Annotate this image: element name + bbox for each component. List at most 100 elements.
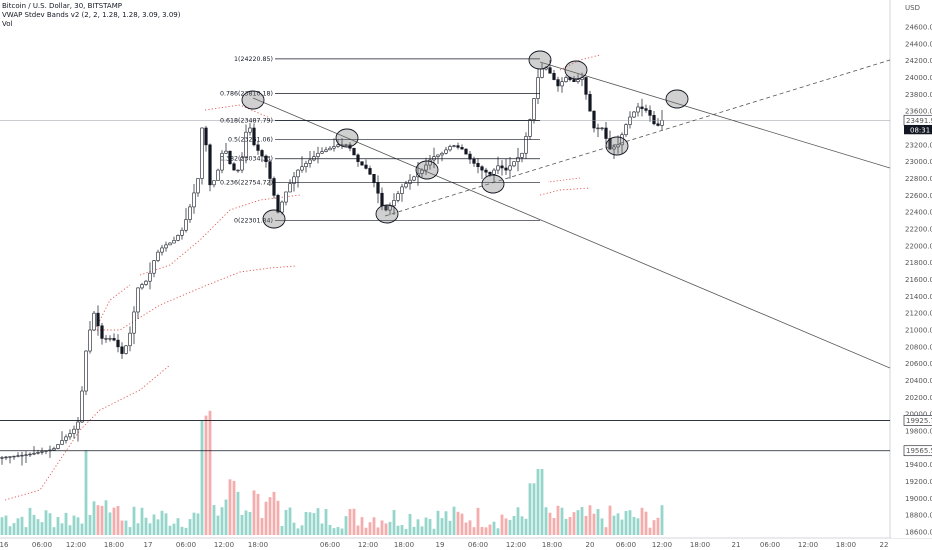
volume-bar [604,527,608,535]
candle-body [24,454,28,456]
volume-bar [60,523,64,535]
swing-ellipse [335,128,359,148]
volume-bar [388,521,392,535]
candle-body [168,242,172,246]
candle-body [448,146,452,151]
lower-band-d [539,187,591,196]
symbol-title[interactable]: Bitcoin / U.S. Dollar, 30, BITSTAMP [2,2,122,10]
candle-body [268,161,272,179]
volume-bar [588,505,592,535]
price-tick-label: 22400.00 [905,209,932,217]
volume-bar [188,519,192,535]
volume-bar [532,483,536,535]
chart-legend: Bitcoin / U.S. Dollar, 30, BITSTAMP VWAP… [2,2,181,29]
candle-body [360,161,364,166]
volume-bar [120,520,124,535]
fib-retracement[interactable]: 1(24220.85) 0.786(23810.18) 0.618(23487.79… [220,56,540,225]
candle-body [520,152,524,158]
drawings[interactable] [0,59,891,452]
price-axis[interactable]: USD 24600.00 24400.00 24200.00 24000.00 23800… [891,0,932,538]
last-price-label: 23491.98 [906,117,932,125]
candle-body [556,79,560,87]
candle-body [436,154,440,157]
candle-body [280,201,284,213]
candle-body [32,452,36,455]
volume-bar [204,415,208,535]
candle-body [264,155,268,162]
volume-bar [356,525,360,535]
candle-body [328,147,332,151]
volume-bar [32,514,36,535]
candle-body [304,163,308,168]
time-axis[interactable]: 16 06:00 12:00 18:00 17 06:00 12:00 18:00 06:00 1… [0,541,888,549]
candle-body [188,206,192,220]
price-tick-label: 18800.00 [905,512,932,520]
volume-bar [396,525,400,535]
candle-body [136,287,140,313]
volume-bar [20,516,24,535]
candle-body [652,115,656,125]
volume-bar [268,497,272,535]
candle-body [96,312,100,327]
price-tick-label: 22200.00 [905,226,932,234]
price-tick-label: 24200.00 [905,57,932,65]
volume-bar [644,511,648,535]
volume-bar [192,512,196,535]
upper-band-a [94,284,131,331]
volume-bar [168,525,172,535]
volume-bar [416,519,420,535]
candle-body [80,390,84,423]
volume-bar [108,512,112,535]
volume-bar [656,517,660,535]
candle-body [176,235,180,241]
candle-body [392,200,396,207]
candle-body [164,244,168,249]
volume-bar [144,517,148,535]
time-tick-label: 18:00 [394,541,414,549]
volume-bar [552,517,556,535]
volume-title[interactable]: Vol [2,20,13,28]
candle-body [300,166,304,171]
candle-body [464,148,468,155]
volume-bar [148,523,152,535]
volume-bar [392,510,396,535]
candle-body [160,247,164,253]
candle-body [216,169,220,181]
volume-bar [276,500,280,535]
candle-body [644,108,648,111]
volume-bar [352,508,356,535]
candle-body [656,123,660,126]
candle-body [276,195,280,213]
volume-bar [620,519,624,535]
fib-level-label: 0.618(23487.79) [220,118,273,125]
candle-body [456,145,460,148]
volume-bar [556,505,560,535]
swing-markers[interactable] [241,50,689,229]
candle-body [388,205,392,211]
candle-body [232,163,236,171]
price-tick-label: 21200.00 [905,310,932,318]
volume-bar [76,517,80,535]
volume-bar [360,517,364,535]
candle-body [144,280,148,285]
candle-body [632,111,636,118]
descending-trendline-long [252,97,891,369]
candle-body [244,131,248,158]
indicator-title[interactable]: VWAP Stdev Bands v2 (2, 2, 1.28, 1.28, 3… [2,11,181,19]
vwap-bands [4,54,601,501]
volume-bar [260,518,264,535]
candle-body [88,329,92,352]
volume-bar [224,499,228,535]
candle-body [40,451,44,453]
volume-bar [0,517,4,535]
candle-body [256,144,260,151]
volume-bar [312,513,316,535]
candle-body [512,161,516,167]
volume-bar [584,515,588,535]
price-tick-label: 22600.00 [905,192,932,200]
volume-bar [112,507,116,535]
level-label-box [903,415,932,426]
volume-bar [464,522,468,535]
candle-body [548,67,552,74]
